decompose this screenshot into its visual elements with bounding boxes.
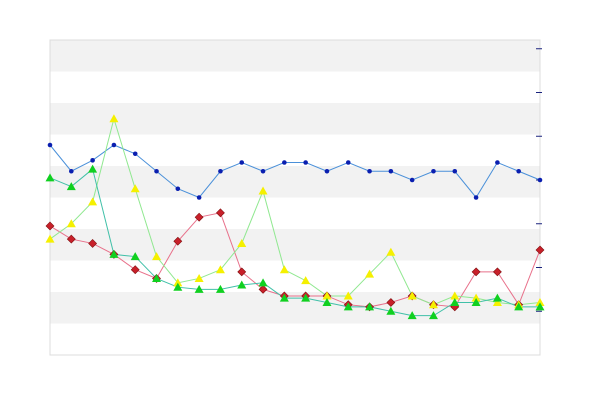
point: [258, 284, 268, 294]
point: [237, 280, 247, 289]
point: [88, 197, 98, 206]
point: [69, 168, 74, 174]
point: [66, 219, 76, 228]
point: [173, 278, 183, 287]
background-stripe: [50, 40, 540, 72]
point: [194, 212, 204, 222]
point: [452, 168, 458, 174]
point: [109, 114, 119, 123]
point: [218, 168, 223, 174]
point: [194, 273, 204, 282]
point: [47, 142, 53, 148]
point: [386, 298, 396, 307]
point: [130, 265, 140, 275]
point: [471, 267, 481, 277]
point: [130, 184, 140, 193]
point: [282, 160, 287, 165]
point: [215, 284, 225, 293]
point: [409, 177, 415, 183]
point: [260, 168, 266, 174]
point: [365, 302, 375, 311]
point: [537, 177, 543, 183]
point: [237, 267, 247, 277]
point: [492, 298, 502, 306]
point: [492, 267, 502, 277]
point: [473, 195, 479, 200]
point: [450, 291, 460, 300]
point: [386, 247, 396, 256]
point: [239, 160, 245, 165]
point: [130, 252, 140, 261]
point: [535, 245, 545, 255]
point: [471, 293, 481, 302]
point: [215, 265, 225, 274]
point: [88, 239, 98, 248]
point: [279, 293, 289, 302]
point: [428, 311, 438, 320]
background-stripe: [50, 166, 540, 198]
point: [343, 291, 353, 300]
point: [258, 186, 268, 195]
series-line: [49, 144, 541, 199]
point: [367, 168, 372, 174]
point: [66, 182, 76, 191]
point: [109, 249, 119, 258]
point: [324, 168, 330, 174]
background-stripe: [50, 103, 540, 135]
point: [343, 302, 353, 311]
point: [45, 221, 55, 231]
point: [173, 236, 183, 246]
point: [492, 293, 502, 302]
point: [90, 158, 95, 163]
point: [301, 293, 311, 302]
point: [45, 234, 55, 243]
point: [66, 234, 76, 244]
point: [514, 302, 524, 311]
point: [322, 298, 332, 306]
point: [322, 291, 332, 300]
point: [450, 298, 460, 306]
point: [407, 311, 417, 320]
point: [194, 284, 204, 293]
point: [407, 291, 417, 300]
point: [428, 300, 438, 309]
point: [216, 208, 225, 218]
point: [431, 168, 436, 174]
point: [301, 276, 311, 285]
point: [196, 195, 202, 200]
point: [535, 302, 545, 311]
point: [365, 269, 375, 278]
point: [495, 160, 500, 165]
point: [386, 306, 396, 315]
point: [175, 186, 181, 192]
plot-area: [49, 39, 541, 356]
point: [345, 160, 351, 165]
background-stripe: [50, 229, 540, 261]
point: [45, 173, 55, 182]
point: [154, 168, 159, 174]
series-line: [49, 168, 540, 317]
point: [237, 238, 247, 247]
point: [535, 298, 545, 306]
point: [152, 252, 162, 261]
series-line: [49, 212, 541, 308]
point: [111, 142, 117, 148]
point: [152, 273, 162, 282]
point: [471, 298, 481, 306]
point: [132, 151, 138, 157]
point: [279, 265, 289, 274]
series-line: [49, 116, 541, 306]
point: [258, 278, 268, 287]
point: [303, 160, 308, 165]
background-stripe: [50, 292, 540, 324]
point: [516, 168, 521, 174]
point: [173, 282, 183, 291]
point: [88, 164, 98, 173]
point: [388, 168, 394, 174]
